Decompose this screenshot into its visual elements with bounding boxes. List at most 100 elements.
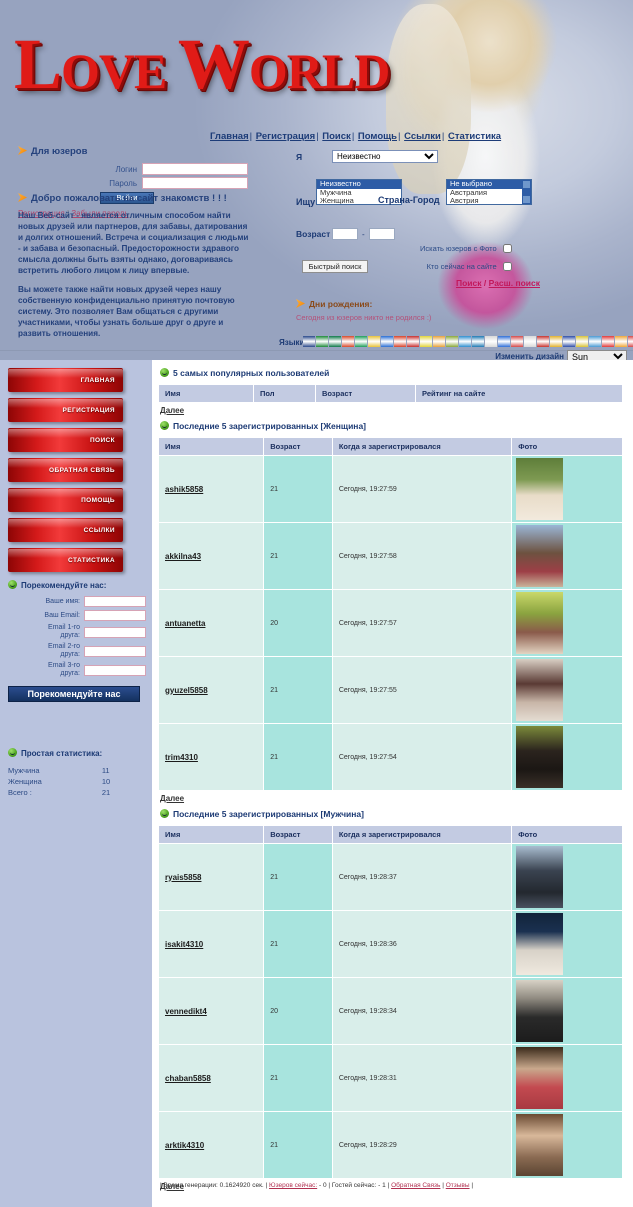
language-flag-10[interactable] bbox=[433, 336, 445, 347]
photo-filter-checkbox[interactable] bbox=[502, 244, 512, 253]
forgot-password-link[interactable]: Забыли пароль bbox=[71, 209, 129, 218]
user-link[interactable]: trim4310 bbox=[165, 752, 198, 762]
language-flag-5[interactable] bbox=[368, 336, 380, 347]
country-option-none[interactable]: Не выбрано bbox=[447, 180, 531, 189]
recommend-email-input[interactable] bbox=[84, 610, 146, 621]
user-link[interactable]: ryais5858 bbox=[165, 872, 202, 882]
nav-link-links[interactable]: Ссылки bbox=[404, 131, 441, 142]
user-photo[interactable] bbox=[516, 1114, 564, 1176]
language-flag-24[interactable] bbox=[615, 336, 627, 347]
looking-for-listbox[interactable]: Неизвестно Мужчина Женщина bbox=[316, 179, 402, 205]
user-photo[interactable] bbox=[516, 913, 564, 975]
sidebar-item-feedback[interactable]: ОБРАТНАЯ СВЯЗЬ bbox=[8, 458, 123, 482]
user-link[interactable]: chaban5858 bbox=[165, 1073, 211, 1083]
search-link[interactable]: Поиск bbox=[456, 278, 482, 288]
looking-for-option-male[interactable]: Мужчина bbox=[320, 187, 352, 197]
language-flag-21[interactable] bbox=[576, 336, 588, 347]
user-photo[interactable] bbox=[516, 726, 564, 788]
language-flag-11[interactable] bbox=[446, 336, 458, 347]
design-select[interactable]: Sun bbox=[567, 350, 627, 360]
gender-self-select[interactable]: Неизвестно bbox=[332, 150, 438, 163]
language-flag-2[interactable] bbox=[329, 336, 341, 347]
recommend-friend3-input[interactable] bbox=[84, 664, 146, 676]
user-link[interactable]: ashik5858 bbox=[165, 484, 204, 494]
language-flag-8[interactable] bbox=[407, 336, 419, 347]
recommend-friend2-input[interactable] bbox=[84, 645, 146, 657]
birthdays-title-row: Дни рождения: bbox=[296, 299, 431, 309]
popular-more-link[interactable]: Далее bbox=[160, 406, 185, 415]
language-flag-19[interactable] bbox=[550, 336, 562, 347]
looking-for-option-female[interactable]: Женщина bbox=[320, 196, 354, 205]
user-photo[interactable] bbox=[516, 980, 564, 1042]
age-to-input[interactable] bbox=[368, 228, 395, 240]
sidebar-item-home[interactable]: ГЛАВНАЯ bbox=[8, 368, 123, 392]
language-flag-22[interactable] bbox=[589, 336, 601, 347]
female-row-0-registered: Сегодня, 19:27:59 bbox=[331, 455, 513, 523]
language-flag-16[interactable] bbox=[511, 336, 523, 347]
female-more-link[interactable]: Далее bbox=[160, 794, 185, 803]
language-flag-0[interactable] bbox=[303, 336, 315, 347]
recommend-submit-button[interactable]: Порекомендуйте нас bbox=[8, 686, 140, 702]
language-flag-18[interactable] bbox=[537, 336, 549, 347]
user-link[interactable]: arktik4310 bbox=[165, 1140, 205, 1150]
sidebar-item-register[interactable]: РЕГИСТРАЦИЯ bbox=[8, 398, 123, 422]
user-link[interactable]: vennedikt4 bbox=[165, 1006, 207, 1016]
footer-users-now-link[interactable]: Юзеров сейчас: bbox=[269, 1182, 318, 1189]
language-flag-14[interactable] bbox=[485, 336, 497, 347]
country-listbox-scrollbar[interactable] bbox=[522, 180, 531, 204]
quick-search-button[interactable]: Быстрый поиск bbox=[302, 260, 368, 273]
user-link[interactable]: akkilna43 bbox=[165, 551, 202, 561]
user-photo[interactable] bbox=[516, 458, 564, 520]
nav-sep-2: | bbox=[316, 131, 319, 142]
language-flag-3[interactable] bbox=[342, 336, 354, 347]
login-input[interactable] bbox=[142, 163, 248, 175]
user-photo[interactable] bbox=[516, 846, 564, 908]
language-flag-17[interactable] bbox=[524, 336, 536, 347]
nav-link-home[interactable]: Главная bbox=[210, 131, 249, 142]
login-submit-button[interactable]: Войти bbox=[100, 192, 154, 204]
language-flag-23[interactable] bbox=[602, 336, 614, 347]
online-filter-checkbox[interactable] bbox=[502, 262, 512, 271]
nav-link-statistics[interactable]: Статистика bbox=[447, 131, 502, 142]
sidebar-item-statistics[interactable]: СТАТИСТИКА bbox=[8, 548, 123, 572]
advanced-search-link[interactable]: Расш. поиск bbox=[488, 278, 540, 288]
looking-for-option-unknown[interactable]: Неизвестно bbox=[317, 180, 401, 189]
nav-link-register[interactable]: Регистрация bbox=[255, 131, 316, 142]
user-photo[interactable] bbox=[516, 525, 564, 587]
recommend-name-input[interactable] bbox=[84, 596, 146, 607]
female-row-3-photo-cell bbox=[511, 656, 623, 724]
footer-reviews-link[interactable]: Отзывы bbox=[445, 1182, 470, 1189]
user-link[interactable]: isakit4310 bbox=[165, 939, 204, 949]
language-flag-4[interactable] bbox=[355, 336, 367, 347]
user-photo[interactable] bbox=[516, 1047, 564, 1109]
sidebar-item-links[interactable]: ССЫЛКИ bbox=[8, 518, 123, 542]
smiley-icon bbox=[160, 421, 169, 430]
country-option-australia[interactable]: Австралия bbox=[450, 187, 488, 197]
sidebar-item-help[interactable]: ПОМОЩЬ bbox=[8, 488, 123, 512]
user-link[interactable]: antuanetta bbox=[165, 618, 206, 628]
footer-feedback-link[interactable]: Обратная Связь bbox=[391, 1182, 441, 1189]
sidebar-item-search[interactable]: ПОИСК bbox=[8, 428, 123, 452]
language-flag-9[interactable] bbox=[420, 336, 432, 347]
password-input[interactable] bbox=[142, 177, 248, 189]
female-row-4-registered: Сегодня, 19:27:54 bbox=[331, 723, 513, 791]
language-flag-20[interactable] bbox=[563, 336, 575, 347]
language-flag-25[interactable] bbox=[628, 336, 633, 347]
language-flag-7[interactable] bbox=[394, 336, 406, 347]
country-listbox[interactable]: Не выбрано Австралия Австрия Азербайджан bbox=[446, 179, 532, 205]
language-flag-1[interactable] bbox=[316, 336, 328, 347]
language-flag-13[interactable] bbox=[472, 336, 484, 347]
register-link[interactable]: Регистрация bbox=[18, 209, 65, 218]
language-flag-12[interactable] bbox=[459, 336, 471, 347]
user-link[interactable]: gyuzel5858 bbox=[165, 685, 208, 695]
nav-link-search[interactable]: Поиск bbox=[322, 131, 351, 142]
recommend-friend1-input[interactable] bbox=[84, 626, 146, 638]
nav-link-help[interactable]: Помощь bbox=[357, 131, 397, 142]
language-flag-15[interactable] bbox=[498, 336, 510, 347]
user-photo[interactable] bbox=[516, 659, 564, 721]
language-flag-6[interactable] bbox=[381, 336, 393, 347]
male-more-link[interactable]: Далее bbox=[160, 1182, 185, 1191]
user-photo[interactable] bbox=[516, 592, 564, 654]
age-from-input[interactable] bbox=[332, 228, 358, 240]
country-option-austria[interactable]: Австрия bbox=[450, 196, 479, 205]
